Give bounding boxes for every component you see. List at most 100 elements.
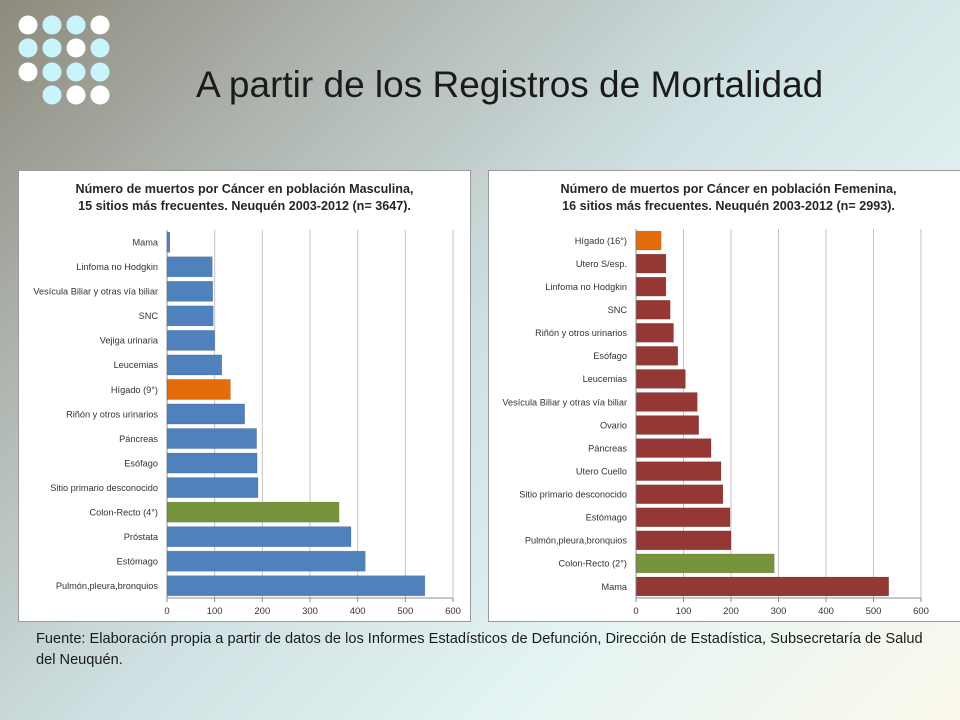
male-bar-prostata — [167, 526, 352, 548]
male-bar-colon-recto-4 — [167, 501, 340, 523]
male-category-label: Hígado (9°) — [111, 385, 158, 395]
female-bar-ovario — [636, 415, 700, 435]
male-chart-panel: Número de muertos por Cáncer en població… — [18, 170, 471, 622]
source-note: Fuente: Elaboración propia a partir de d… — [36, 631, 923, 668]
male-bar-esofago — [167, 452, 258, 474]
male-category-label: Riñón y otros urinarios — [66, 409, 158, 419]
decorative-dot — [42, 85, 62, 105]
male-bar-chart: 0 100 200 300 400 500 600 Mama Linfoma no Hodgki… — [33, 230, 461, 617]
male-bar-rinon-y-otros-urinarios — [167, 403, 245, 425]
female-bar-mama — [636, 576, 889, 597]
male-bar-sitio-primario-desconocido — [167, 477, 259, 498]
male-category-label: Estómago — [117, 557, 158, 567]
female-category-label: Sitio primario desconocido — [519, 490, 627, 500]
decorative-dot — [90, 38, 110, 58]
female-bar-snc — [636, 299, 671, 320]
female-category-label: Esófago — [593, 351, 627, 361]
male-category-label: Leucemias — [114, 360, 159, 370]
female-x-tick-label: 200 — [723, 606, 739, 617]
female-bar-leucemias — [636, 369, 686, 389]
female-category-label: Ovario — [600, 420, 627, 430]
female-bar-linfoma-no-hodgkin — [636, 276, 667, 297]
female-x-tick-label: 100 — [676, 606, 692, 617]
male-category-label: Mama — [132, 238, 158, 248]
female-category-label: Colon-Recto (2°) — [558, 559, 627, 569]
female-bar-higado-16 — [636, 230, 662, 251]
female-x-tick-label: 500 — [866, 606, 882, 617]
female-category-label: Mama — [601, 582, 627, 592]
female-bar-chart: 0 100 200 300 400 500 600 Hígado (16°) Utero S/e… — [502, 229, 929, 617]
female-category-label: Pulmón,pleura,bronquios — [525, 536, 628, 546]
female-bar-esofago — [636, 346, 679, 366]
male-bar-vejiga-urinaria — [167, 330, 215, 351]
female-category-label: Riñón y otros urinarios — [535, 328, 627, 338]
female-chart-title: Número de muertos por Cáncer en població… — [489, 181, 960, 215]
female-bar-colon-recto-2 — [636, 553, 775, 574]
male-chart-title-line2: 15 sitios más frecuentes. Neuquén 2003-2… — [78, 199, 411, 213]
male-bar-leucemias — [167, 354, 223, 376]
male-category-label: SNC — [139, 311, 159, 321]
female-x-tick-label: 0 — [633, 606, 638, 617]
male-x-tick-label: 600 — [445, 606, 461, 617]
decorative-dot — [66, 15, 86, 35]
female-chart-title-line2: 16 sitios más frecuentes. Neuquén 2003-2… — [562, 199, 895, 213]
female-category-label: Leucemias — [583, 374, 628, 384]
female-category-label: Páncreas — [588, 443, 627, 453]
decorative-dot — [42, 15, 62, 35]
female-category-label: SNC — [608, 305, 628, 315]
male-x-tick-label: 500 — [397, 606, 413, 617]
male-x-tick-label: 400 — [350, 606, 366, 617]
male-bar-linfoma-no-hodgkin — [167, 256, 213, 278]
female-bar-estomago — [636, 507, 731, 528]
decorative-dot — [18, 38, 38, 58]
male-category-label: Linfoma no Hodgkin — [76, 262, 158, 272]
male-x-tick-label: 300 — [302, 606, 318, 617]
female-bar-rinon-y-otros-urinarios — [636, 323, 674, 343]
female-category-label: Vesícula Biliar y otras vía biliar — [502, 397, 627, 407]
decorative-dot — [90, 85, 110, 105]
decorative-dot — [42, 38, 62, 58]
female-bar-utero-cuello — [636, 461, 722, 481]
male-bar-vesicula-biliar-y-otras-via-biliar — [167, 280, 214, 302]
female-category-label: Utero S/esp. — [576, 259, 627, 269]
male-x-tick-label: 100 — [207, 606, 223, 617]
decorative-dot-grid — [18, 15, 110, 105]
male-category-label: Próstata — [124, 532, 159, 542]
decorative-dot — [42, 62, 62, 82]
female-bar-pancreas — [636, 438, 712, 458]
female-bar-pulmon-pleura-bronquios — [636, 530, 732, 551]
female-chart-title-line1: Número de muertos por Cáncer en població… — [560, 182, 897, 196]
female-category-label: Estómago — [586, 513, 627, 523]
female-category-label: Utero Cuello — [576, 466, 627, 476]
decorative-dot — [18, 15, 38, 35]
decorative-dot — [66, 38, 86, 58]
female-category-label: Linfoma no Hodgkin — [545, 282, 627, 292]
male-bar-higado-9 — [167, 379, 231, 400]
male-bar-snc — [167, 305, 214, 327]
male-category-label: Páncreas — [119, 434, 158, 444]
male-chart-title: Número de muertos por Cáncer en població… — [19, 181, 470, 215]
male-bar-pancreas — [167, 428, 257, 449]
female-bar-vesicula-biliar-y-otras-via-biliar — [636, 392, 698, 412]
slide-title: A partir de los Registros de Mortalidad — [196, 64, 824, 105]
female-x-tick-label: 400 — [818, 606, 834, 617]
male-chart-title-line1: Número de muertos por Cáncer en població… — [75, 182, 414, 196]
decorative-dot — [90, 62, 110, 82]
male-x-tick-label: 0 — [164, 606, 169, 617]
male-bar-pulmon-pleura-bronquios — [167, 575, 426, 597]
male-category-label: Vejiga urinaria — [100, 336, 159, 346]
male-category-label: Esófago — [124, 458, 158, 468]
decorative-dot — [90, 15, 110, 35]
male-x-tick-label: 200 — [254, 606, 270, 617]
female-bar-sitio-primario-desconocido — [636, 484, 724, 504]
female-x-tick-label: 300 — [771, 606, 787, 617]
female-category-label: Hígado (16°) — [575, 236, 627, 246]
female-chart-panel: Número de muertos por Cáncer en població… — [488, 170, 960, 622]
female-bar-utero-s-esp — [636, 253, 667, 274]
male-category-label: Pulmón,pleura,bronquios — [56, 581, 159, 591]
male-category-label: Sitio primario desconocido — [50, 483, 158, 493]
female-x-tick-label: 600 — [913, 606, 929, 617]
male-bar-estomago — [167, 550, 366, 572]
male-bar-mama — [167, 231, 171, 253]
male-category-label: Colon-Recto (4°) — [89, 507, 158, 517]
